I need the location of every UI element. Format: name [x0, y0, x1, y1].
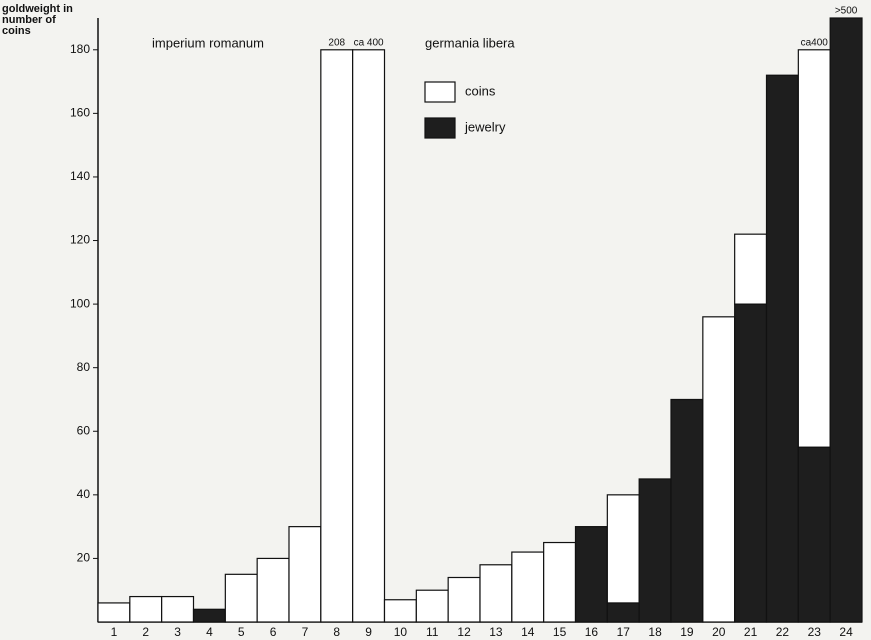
x-tick-label: 15 — [553, 625, 567, 639]
x-tick-label: 16 — [585, 625, 599, 639]
bar-segment — [574, 526, 608, 623]
x-tick-label: 19 — [680, 625, 694, 639]
legend-label: jewelry — [464, 119, 506, 134]
bar-segment — [97, 602, 131, 623]
bar-segment — [606, 494, 640, 604]
bar-segment — [129, 595, 163, 623]
x-tick-label: 4 — [206, 625, 213, 639]
legend-swatch — [424, 81, 456, 103]
x-tick-label: 17 — [617, 625, 631, 639]
bar-segment — [192, 608, 226, 623]
y-tick-label: 140 — [70, 169, 90, 183]
x-tick-label: 21 — [744, 625, 758, 639]
x-tick-label: 24 — [839, 625, 853, 639]
x-tick-label: 5 — [238, 625, 245, 639]
bar-segment — [320, 49, 354, 623]
bar-note: 208 — [328, 37, 345, 48]
y-tick-label: 60 — [77, 423, 91, 437]
y-tick-label: 20 — [77, 551, 91, 565]
y-tick-label: 120 — [70, 233, 90, 247]
y-axis-label: coins — [2, 25, 31, 37]
y-axis-label: goldweight in — [2, 3, 73, 15]
bar-segment — [734, 303, 768, 623]
x-tick-label: 2 — [142, 625, 149, 639]
x-tick-label: 8 — [333, 625, 340, 639]
x-tick-label: 3 — [174, 625, 181, 639]
bar-segment — [829, 17, 863, 623]
bar-segment — [447, 576, 481, 623]
bar-segment — [543, 541, 577, 623]
x-tick-label: 18 — [648, 625, 662, 639]
legend-swatch — [424, 117, 456, 139]
y-tick-label: 180 — [70, 42, 90, 56]
x-tick-label: 14 — [521, 625, 535, 639]
bar-segment — [479, 564, 513, 623]
bar-segment — [256, 557, 290, 623]
bar-segment — [288, 526, 322, 623]
x-tick-label: 9 — [365, 625, 372, 639]
bar-segment — [161, 595, 195, 623]
bar-segment — [765, 74, 799, 623]
y-axis-label: number of — [2, 14, 56, 26]
legend-label: coins — [465, 83, 496, 98]
bar-segment — [415, 589, 449, 623]
bar-segment — [638, 478, 672, 623]
x-tick-label: 10 — [394, 625, 408, 639]
x-tick-label: 1 — [111, 625, 118, 639]
y-tick-label: 160 — [70, 106, 90, 120]
bar-segment — [797, 446, 831, 623]
y-tick-label: 80 — [77, 360, 91, 374]
section-label: imperium romanum — [152, 35, 264, 50]
x-tick-label: 12 — [457, 625, 471, 639]
bar-segment — [352, 49, 386, 623]
bar-segment — [606, 602, 640, 623]
bar-segment — [734, 233, 768, 305]
bar-segment — [511, 551, 545, 623]
bar-segment — [670, 398, 704, 623]
bar-segment — [224, 573, 258, 623]
x-tick-label: 22 — [776, 625, 790, 639]
y-tick-label: 40 — [77, 487, 91, 501]
section-label: germania libera — [425, 35, 515, 50]
bar-segment — [702, 316, 736, 623]
x-tick-label: 7 — [302, 625, 309, 639]
x-tick-label: 23 — [808, 625, 822, 639]
bar-segment — [383, 599, 417, 623]
x-tick-label: 6 — [270, 625, 277, 639]
x-tick-label: 20 — [712, 625, 726, 639]
bar-segment — [797, 49, 831, 448]
x-tick-label: 11 — [426, 625, 439, 639]
y-tick-label: 100 — [70, 296, 90, 310]
bar-note: ca 400 — [354, 37, 384, 48]
x-tick-label: 13 — [489, 625, 503, 639]
bar-note: ca400 — [801, 37, 829, 48]
bar-note: >500 — [835, 6, 858, 17]
